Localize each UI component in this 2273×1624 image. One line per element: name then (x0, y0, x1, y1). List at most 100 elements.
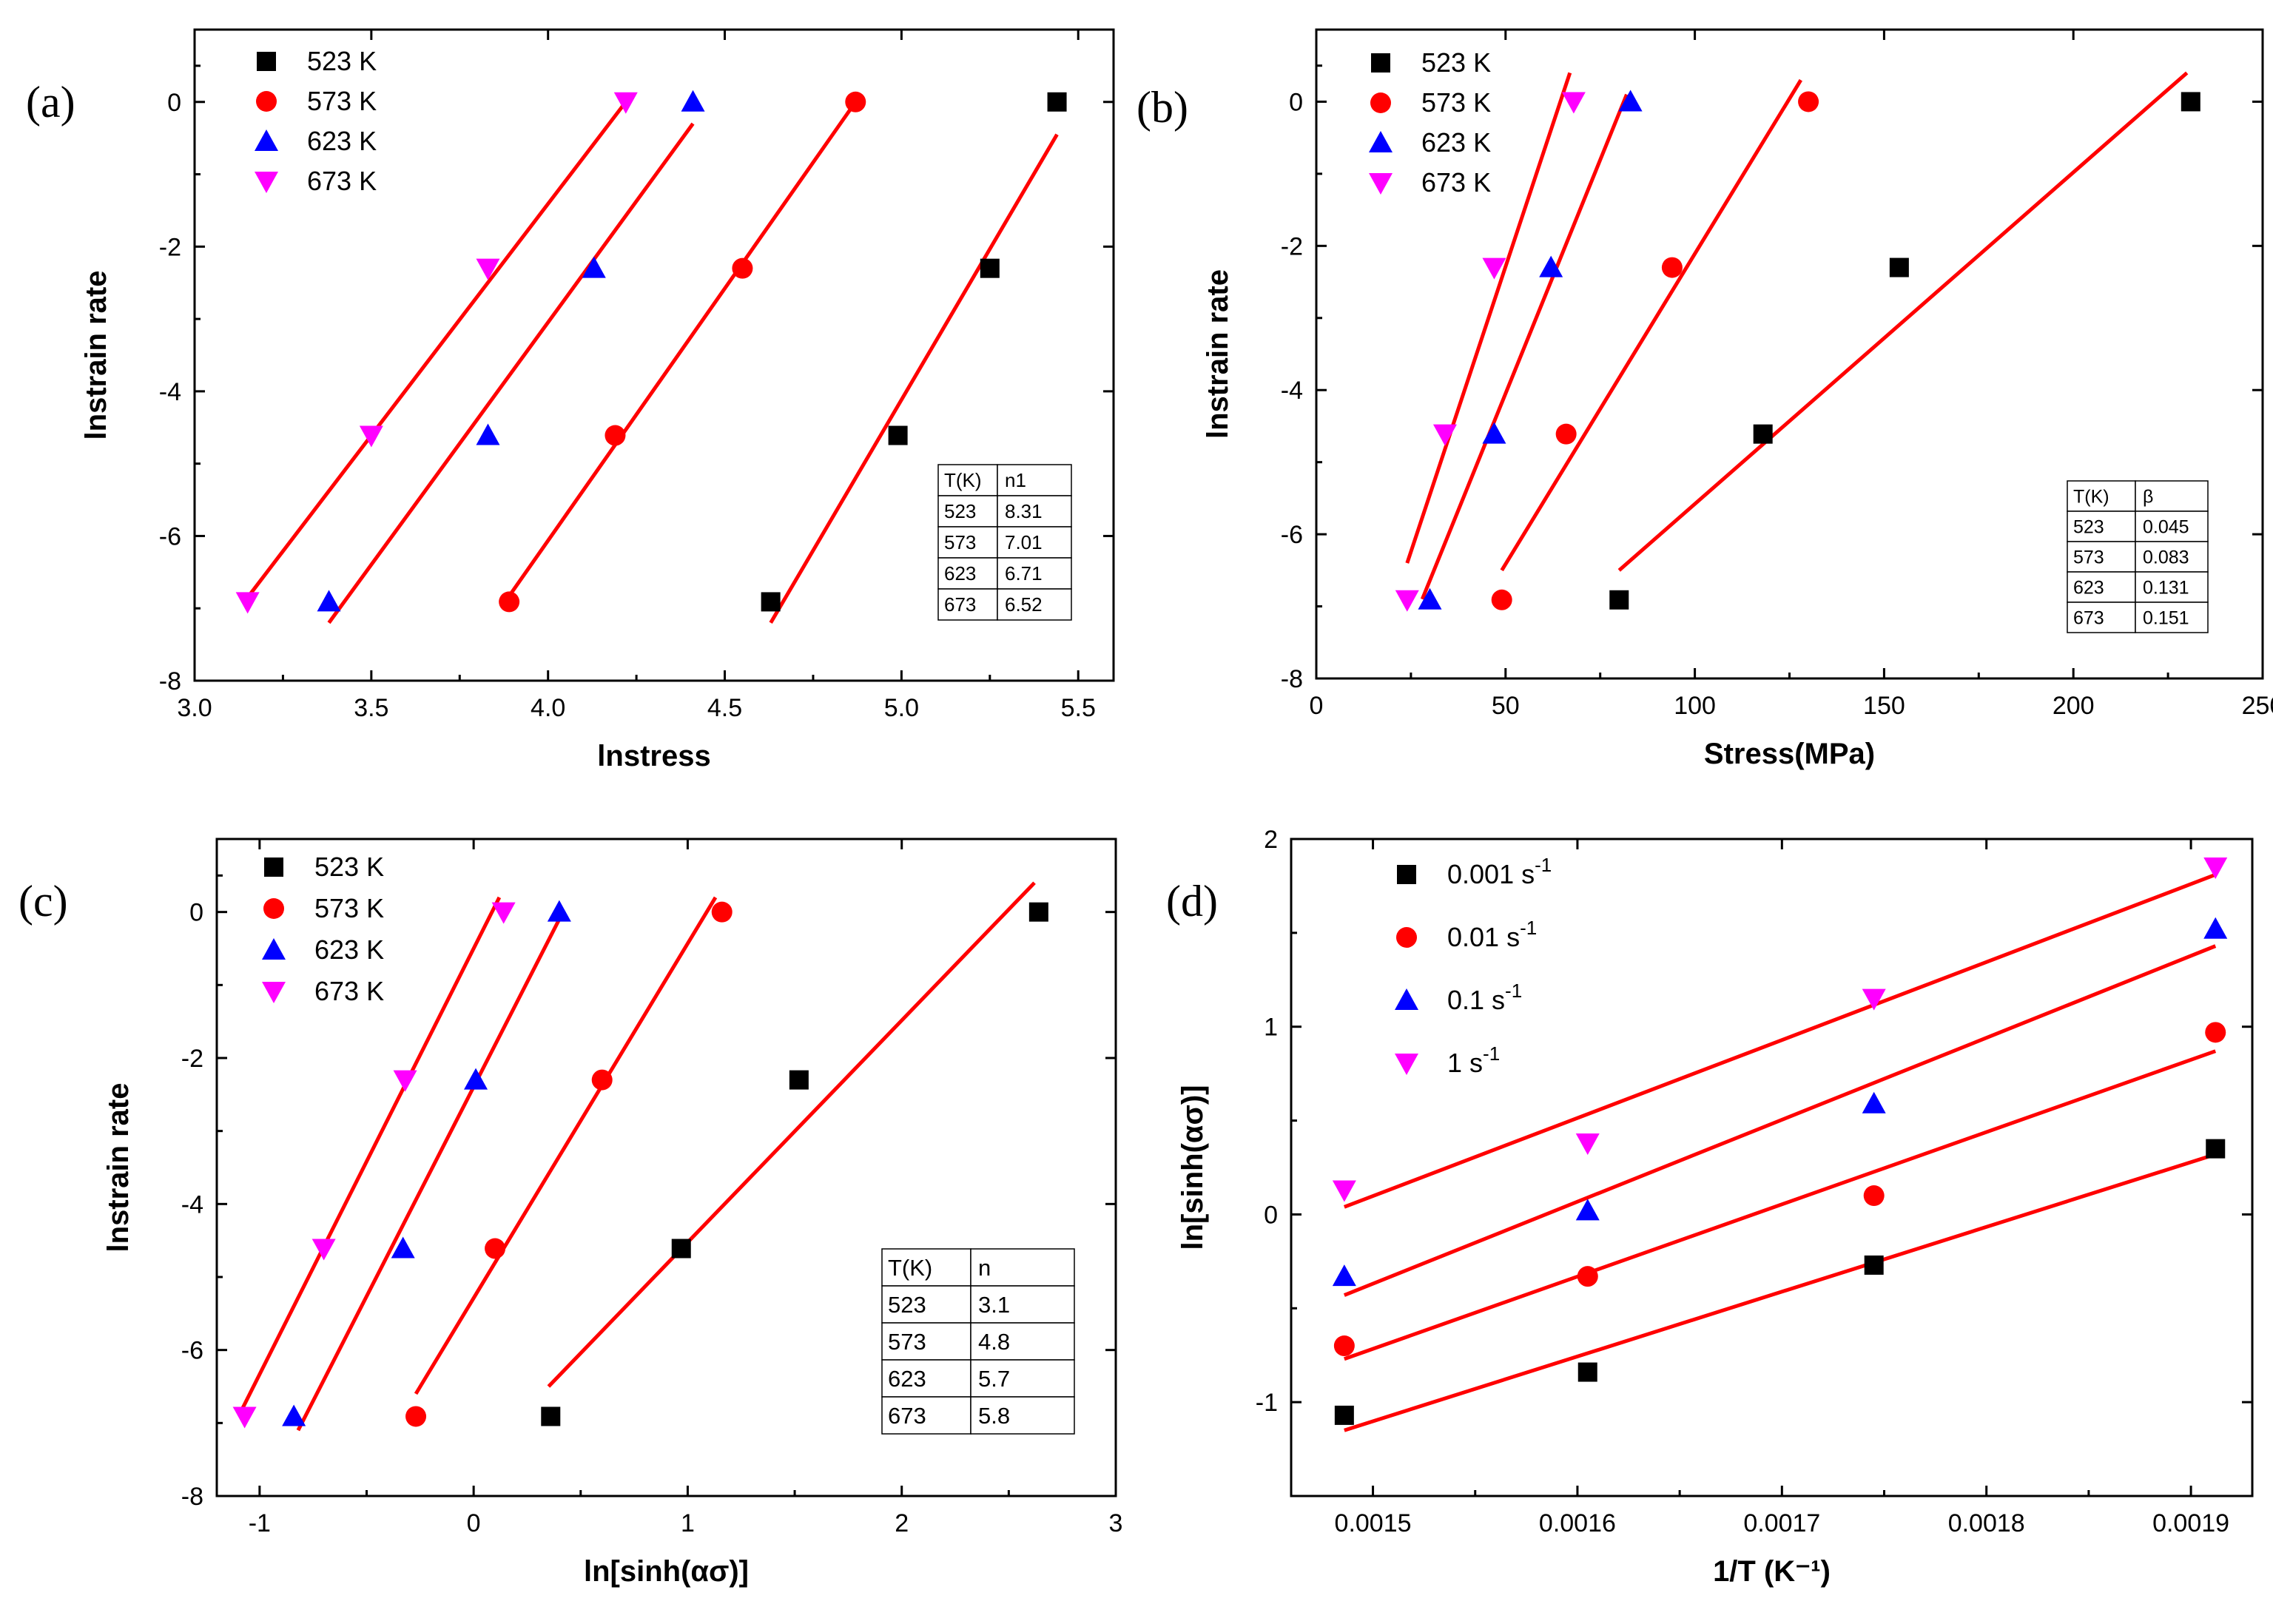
data-point (1798, 91, 1819, 112)
table-cell (970, 1359, 1075, 1398)
fit-line (1405, 72, 1572, 564)
legend-marker (255, 172, 278, 193)
table-value: 6.52 (1005, 593, 1043, 616)
data-point (1332, 1264, 1356, 1287)
x-tick-label: 0.0018 (1948, 1509, 2025, 1537)
data-point (1864, 1255, 1884, 1275)
table-value: 623 (944, 562, 976, 584)
legend-label: 523 K (307, 46, 377, 76)
plot-frame (215, 838, 1117, 1497)
legend-marker (1397, 865, 1416, 884)
legend-label: 673 K (314, 976, 384, 1006)
legend-marker (1395, 1054, 1418, 1075)
x-tick-label: 3 (1109, 1509, 1123, 1537)
table-value: 673 (944, 593, 976, 616)
table-cell (997, 526, 1072, 559)
x-tick-label: -1 (249, 1509, 271, 1537)
data-point (393, 1070, 417, 1092)
fit-line (769, 133, 1059, 624)
data-point (582, 256, 606, 278)
data-point (681, 90, 705, 112)
data-point (789, 1070, 809, 1090)
legend-label: 0.1 s-1 (1447, 980, 1522, 1015)
table-cell (937, 588, 998, 621)
data-point (761, 592, 781, 612)
x-tick-label: 2 (895, 1509, 909, 1537)
fit-line (1344, 1049, 2217, 1361)
data-point (1395, 590, 1419, 612)
data-point (1863, 1185, 1885, 1207)
table-value: 573 (944, 531, 976, 553)
data-point (1618, 90, 1643, 112)
table-value: 4.8 (978, 1329, 1010, 1355)
legend-marker (257, 52, 276, 71)
x-tick-label: 3.0 (177, 694, 212, 722)
data-point (1577, 1362, 1597, 1382)
chart-a: (a) 3.0 3.5 4.0 4.5 5.0 5.5 -8 -6 -4 -2 0 lnstress l… (26, 28, 1115, 772)
data-point (711, 901, 733, 923)
data-point (235, 592, 260, 614)
data-point (491, 902, 516, 924)
table-cell (997, 495, 1072, 528)
y-tick-label: -6 (159, 522, 181, 550)
legend-label: 0.001 s-1 (1447, 854, 1552, 889)
y-tick-label: 2 (1264, 826, 1278, 854)
data-point (1862, 1091, 1886, 1113)
data-point (1333, 1335, 1355, 1357)
legend-superscript: -1 (1535, 854, 1552, 876)
y-tick-label: -8 (159, 667, 181, 695)
y-tick-label: 0 (167, 89, 181, 117)
table-cell (881, 1285, 972, 1324)
x-tick-label: 150 (1863, 692, 1905, 720)
data-point (282, 1404, 306, 1426)
table-value: 523 (2073, 517, 2104, 538)
y-tick-label: 1 (1264, 1014, 1278, 1042)
table-header: T(K) (944, 469, 982, 491)
plot-frame (1290, 838, 2254, 1497)
fit-line (504, 101, 858, 602)
table-value: 623 (888, 1366, 926, 1392)
legend-label: 623 K (1421, 127, 1491, 158)
legend-label: 523 K (1421, 47, 1491, 78)
y-tick-label: 0 (1289, 88, 1303, 116)
y-tick-label: -8 (181, 1483, 203, 1511)
legend-marker (1396, 927, 1417, 948)
table-value: 0.045 (2143, 517, 2189, 538)
data-point (1862, 988, 1886, 1011)
data-point (485, 1238, 506, 1259)
data-point (1047, 92, 1067, 112)
fit-line (1500, 78, 1802, 572)
x-tick-label: 3.5 (354, 694, 388, 722)
legend-marker (255, 129, 278, 151)
data-point (1539, 255, 1563, 277)
data-point (1575, 1199, 1600, 1221)
data-point (888, 425, 908, 445)
table-cell (881, 1322, 972, 1361)
data-point (1561, 92, 1586, 114)
table-header: β (2143, 487, 2153, 508)
data-point (464, 1068, 488, 1090)
y-axis-label: lnstrain rate (80, 271, 112, 440)
data-point (232, 1406, 257, 1429)
table-value: 573 (2073, 547, 2104, 568)
fit-line (1343, 872, 2217, 1209)
legend-label: 573 K (314, 893, 384, 923)
fit-line (240, 896, 502, 1409)
panel-label: (c) (18, 877, 68, 926)
y-tick-label: -4 (159, 378, 181, 406)
table-header: n (978, 1255, 991, 1281)
legend-label: 1 s-1 (1447, 1042, 1500, 1078)
legend-label: 0.01 s-1 (1447, 917, 1537, 952)
legend-label: 573 K (1421, 87, 1491, 118)
y-tick-label: -8 (1281, 665, 1303, 693)
legend-marker (263, 898, 284, 919)
table-value: 573 (888, 1329, 926, 1355)
data-point (2205, 1022, 2226, 1043)
fit-line (327, 122, 695, 624)
data-point (1482, 422, 1506, 444)
table-header: T(K) (2073, 487, 2109, 508)
fit-line (296, 918, 562, 1432)
data-point (405, 1406, 427, 1427)
data-point (613, 92, 638, 114)
y-axis-label: lnstrain rate (102, 1083, 135, 1253)
